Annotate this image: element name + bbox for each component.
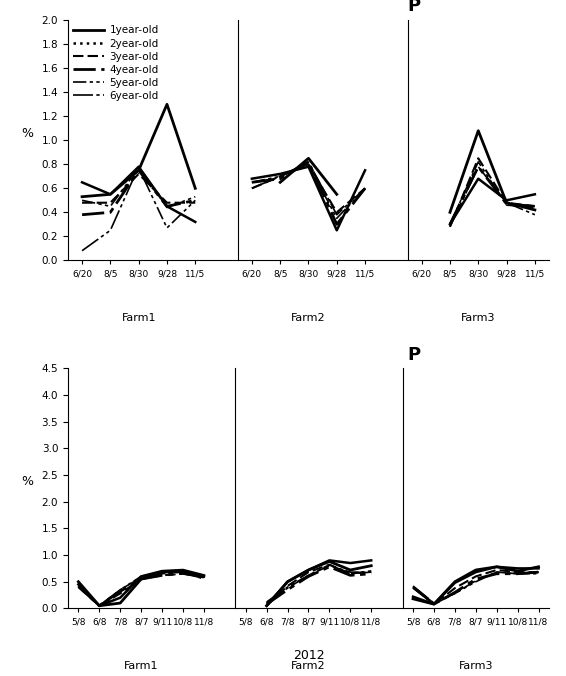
- Text: P: P: [408, 0, 421, 16]
- Y-axis label: %: %: [22, 127, 34, 141]
- Y-axis label: %: %: [22, 475, 34, 488]
- Text: Farm1: Farm1: [122, 313, 156, 323]
- Text: 2012: 2012: [293, 649, 324, 662]
- Text: Farm3: Farm3: [461, 313, 495, 323]
- Text: Farm2: Farm2: [291, 661, 326, 671]
- Text: Farm1: Farm1: [124, 661, 158, 671]
- Text: Farm3: Farm3: [458, 661, 493, 671]
- Text: Farm2: Farm2: [291, 313, 326, 323]
- Text: P: P: [408, 345, 421, 364]
- Legend: 1year-old, 2year-old, 3year-old, 4year-old, 5year-old, 6year-old: 1year-old, 2year-old, 3year-old, 4year-o…: [73, 26, 159, 101]
